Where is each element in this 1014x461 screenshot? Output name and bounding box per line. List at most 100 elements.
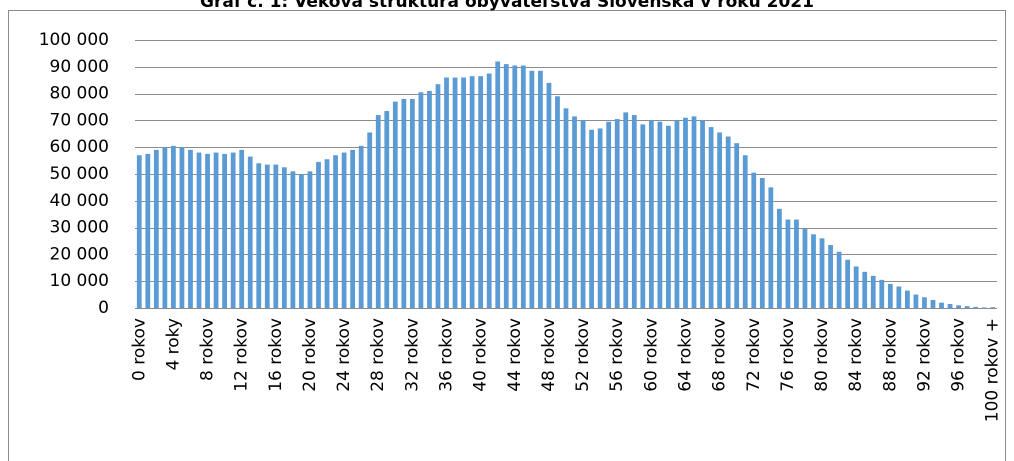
bar [230,152,236,308]
bar [700,120,705,309]
x-tick-label: 0 rokov [129,318,149,381]
bar [486,73,492,308]
bar [392,101,398,308]
x-tick-label: 68 rokov [710,318,730,392]
bar [546,82,552,308]
bar [828,245,833,308]
bar [751,172,757,308]
bar [597,128,603,308]
bar [256,163,262,308]
bar [478,76,484,309]
bar [427,90,432,308]
bar [572,116,577,308]
bar [819,238,825,308]
bar [648,120,654,309]
y-tick-label: 60 000 [50,137,109,157]
bar [529,70,535,308]
bar [606,121,612,309]
bar [930,299,936,308]
bar [879,279,885,308]
bar [205,153,210,308]
bar [922,297,927,308]
bar [247,156,253,308]
x-tick-label: 72 rokov [744,318,764,392]
x-tick-label: 20 rokov [300,318,320,392]
bar [836,251,842,308]
bar [538,70,543,308]
bar [981,307,987,308]
x-tick-label: 24 rokov [334,318,354,392]
bar [657,121,663,309]
bar [666,125,671,308]
x-tick-label: 48 rokov [539,318,559,392]
bar [973,306,979,308]
bar [264,164,270,308]
bar [520,65,526,309]
bar [862,271,868,308]
bar [623,112,629,308]
x-tick-label: 88 rokov [880,318,900,392]
bar [299,174,304,308]
bar [145,153,151,308]
bar [555,96,560,308]
bar [853,266,859,308]
bar [452,77,458,309]
x-tick-label: 64 rokov [675,318,695,392]
bar [503,64,509,309]
x-tick-label: 28 rokov [368,318,388,392]
bar [845,259,851,308]
bar [964,306,970,308]
y-tick-label: 20 000 [50,244,109,264]
bar [734,143,740,308]
bar [742,155,748,308]
bar [811,234,816,308]
x-tick-label: 52 rokov [573,318,593,392]
bar [691,116,697,308]
bar [580,120,586,309]
bar [196,152,202,308]
bar [239,149,245,308]
bar [904,290,910,308]
y-tick-label: 40 000 [50,191,109,211]
bar [469,76,475,309]
bar [375,115,381,308]
bar [435,84,441,308]
bar [725,136,731,308]
x-tick-label: 80 rokov [812,318,832,392]
bar [870,275,876,308]
bar [324,159,330,308]
x-tick-label: 40 rokov [471,318,491,392]
y-tick-label: 30 000 [50,218,109,238]
bar [307,171,313,308]
bar [418,92,424,308]
bar [990,307,996,308]
x-tick-label: 8 rokov [198,318,218,381]
bar [887,283,893,308]
bar [341,152,347,308]
y-tick-label: 90 000 [50,57,109,77]
x-tick-label: 96 rokov [949,318,969,392]
y-tick-label: 70 000 [50,110,109,130]
bar [367,132,373,308]
bar [153,149,159,308]
y-tick-label: 10 000 [50,271,109,291]
x-tick-label: 60 rokov [641,318,661,392]
bar [896,286,902,308]
bar [614,119,620,308]
x-tick-label: 36 rokov [437,318,457,392]
chart-title: Graf č. 1: Veková štruktúra obyvateľstva… [200,0,814,12]
bar [350,149,356,308]
bar [213,152,219,308]
x-tick-label: 12 rokov [232,318,252,392]
bar [939,302,944,308]
x-tick-label: 92 rokov [914,318,934,392]
bar [358,145,364,308]
bar [384,111,390,309]
bar [717,132,723,308]
bar [281,167,287,308]
bar [631,115,637,308]
x-tick-label: 32 rokov [402,318,422,392]
bar [222,153,228,308]
bar [759,178,765,308]
y-tick-label: 100 000 [39,30,109,50]
